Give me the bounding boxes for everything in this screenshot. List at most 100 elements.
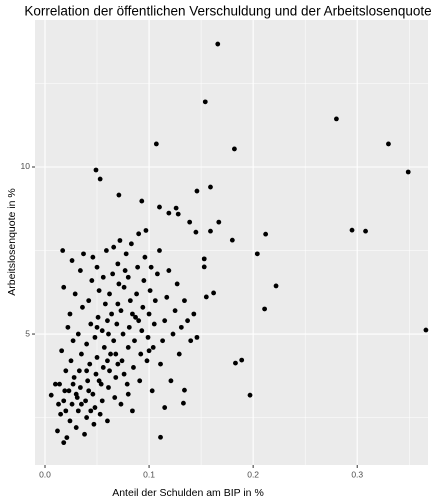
y-tick-label: 5 bbox=[25, 328, 30, 338]
point bbox=[92, 405, 98, 410]
point bbox=[107, 368, 112, 374]
point bbox=[142, 254, 148, 260]
point bbox=[110, 271, 116, 277]
point bbox=[143, 228, 149, 233]
point bbox=[103, 248, 109, 253]
point bbox=[70, 338, 76, 344]
point bbox=[81, 251, 86, 257]
point bbox=[79, 401, 84, 407]
point bbox=[68, 358, 74, 364]
point bbox=[118, 401, 124, 407]
point bbox=[90, 391, 96, 397]
point bbox=[181, 400, 186, 406]
point bbox=[119, 358, 125, 364]
point bbox=[149, 388, 155, 394]
point bbox=[141, 278, 147, 283]
point bbox=[232, 146, 237, 152]
point bbox=[166, 210, 172, 216]
point bbox=[127, 298, 133, 304]
point bbox=[215, 41, 221, 47]
point bbox=[58, 411, 64, 417]
point bbox=[168, 378, 174, 384]
point bbox=[178, 324, 184, 330]
point bbox=[97, 176, 103, 182]
point bbox=[60, 248, 66, 253]
point bbox=[151, 321, 157, 327]
point bbox=[208, 184, 213, 190]
point bbox=[86, 388, 92, 394]
x-tick-label: 0.1 bbox=[143, 469, 155, 479]
point bbox=[106, 331, 111, 337]
point bbox=[130, 311, 135, 317]
point bbox=[216, 219, 222, 225]
point bbox=[113, 351, 119, 357]
x-tick-label: 0.3 bbox=[351, 469, 363, 479]
point bbox=[150, 345, 156, 350]
point bbox=[133, 314, 138, 320]
point bbox=[89, 278, 95, 283]
point bbox=[233, 360, 238, 366]
point bbox=[263, 231, 269, 237]
point bbox=[194, 334, 200, 340]
point bbox=[115, 261, 121, 267]
point bbox=[201, 264, 207, 270]
point bbox=[239, 357, 245, 363]
point bbox=[85, 378, 91, 384]
point bbox=[112, 395, 118, 400]
point bbox=[67, 311, 73, 317]
point bbox=[172, 308, 178, 314]
point bbox=[97, 411, 103, 417]
point bbox=[63, 368, 69, 374]
point bbox=[99, 328, 105, 334]
y-tick-label: 10 bbox=[21, 161, 31, 171]
point bbox=[80, 304, 85, 310]
point bbox=[175, 211, 181, 217]
point bbox=[111, 338, 117, 344]
point bbox=[187, 219, 193, 225]
point bbox=[92, 334, 98, 340]
point bbox=[65, 324, 71, 330]
point bbox=[166, 268, 172, 273]
point bbox=[61, 440, 67, 446]
point bbox=[48, 392, 54, 398]
point bbox=[229, 237, 235, 243]
point bbox=[56, 401, 61, 407]
point bbox=[154, 271, 160, 277]
point bbox=[77, 385, 83, 390]
point bbox=[87, 361, 93, 367]
point bbox=[73, 425, 79, 430]
chart-title: Korrelation der öffentlichen Verschuldun… bbox=[24, 4, 431, 19]
point bbox=[254, 251, 260, 257]
point bbox=[423, 327, 429, 333]
point bbox=[125, 274, 131, 280]
point bbox=[102, 301, 108, 307]
point bbox=[108, 351, 113, 357]
point bbox=[94, 324, 100, 330]
point bbox=[148, 264, 154, 270]
point bbox=[82, 431, 87, 437]
point bbox=[83, 398, 88, 404]
point bbox=[363, 228, 368, 234]
point bbox=[91, 421, 97, 427]
point bbox=[157, 204, 162, 210]
point bbox=[84, 341, 90, 347]
point bbox=[70, 381, 76, 387]
point bbox=[100, 365, 106, 370]
point bbox=[152, 298, 158, 304]
point bbox=[109, 311, 115, 317]
point bbox=[191, 311, 197, 317]
point bbox=[128, 241, 134, 247]
point bbox=[136, 231, 142, 237]
point bbox=[105, 318, 110, 324]
point bbox=[157, 248, 162, 253]
point bbox=[182, 387, 187, 393]
point bbox=[386, 141, 391, 147]
point bbox=[94, 264, 100, 270]
point bbox=[208, 228, 213, 234]
point bbox=[72, 291, 78, 297]
point bbox=[158, 361, 163, 367]
point bbox=[118, 308, 124, 314]
point bbox=[123, 251, 129, 257]
x-axis-label: Anteil der Schulden am BIP in % bbox=[112, 487, 264, 499]
